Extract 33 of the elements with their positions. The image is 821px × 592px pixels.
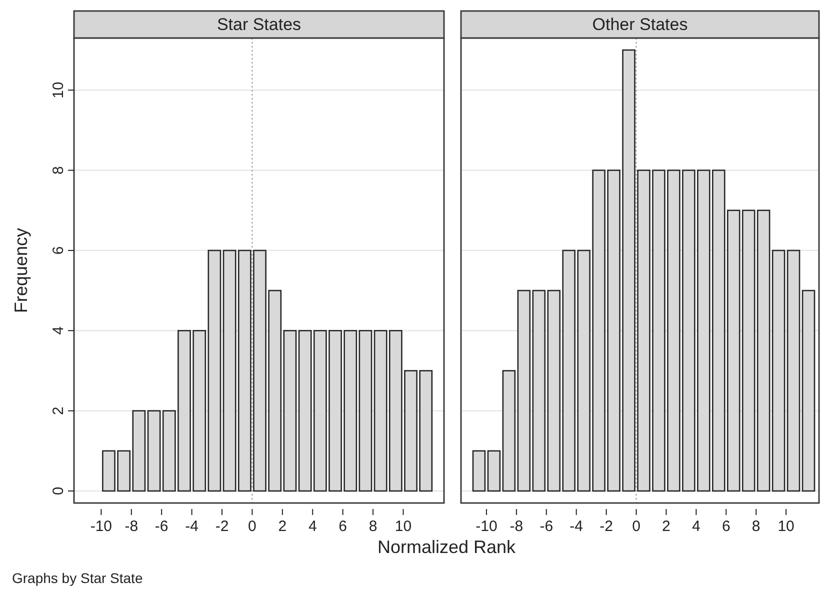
x-tick-label: 2 — [278, 518, 287, 535]
chart-title: Other States — [592, 15, 688, 34]
x-tick-label: -8 — [124, 518, 138, 535]
x-axis-title: Normalized Rank — [377, 537, 517, 557]
x-tick-label: 6 — [338, 518, 347, 535]
x-tick-label: -4 — [185, 518, 198, 535]
x-tick-label: -6 — [540, 518, 554, 535]
x-tick-label: 8 — [752, 518, 760, 535]
x-tick-label: 4 — [692, 518, 700, 535]
y-tick-label: 2 — [50, 406, 67, 415]
x-tick-label: 6 — [722, 518, 730, 535]
x-tick-label: 0 — [632, 518, 640, 535]
x-tick-label: -8 — [510, 518, 524, 535]
x-tick-label: -4 — [570, 518, 584, 535]
y-tick-label: 6 — [50, 246, 67, 255]
x-tick-label: -10 — [90, 518, 112, 535]
x-tick-label: 2 — [662, 518, 670, 535]
y-tick-label: 10 — [50, 82, 67, 98]
x-tick-label: 10 — [394, 518, 412, 535]
y-tick-label: 0 — [50, 486, 67, 496]
x-tick-label: -2 — [600, 518, 613, 535]
y-tick-label: 4 — [50, 326, 67, 335]
x-tick-label: 8 — [368, 518, 378, 535]
x-tick-label: -6 — [154, 518, 168, 535]
x-tick-label: -10 — [476, 518, 498, 535]
x-tick-label: 10 — [778, 518, 794, 535]
chart-title: Star States — [216, 15, 302, 34]
x-tick-label: 0 — [248, 518, 256, 535]
text: Graphs by Star State — [12, 570, 143, 586]
x-tick-label: -2 — [215, 518, 229, 535]
x-tick-label: 4 — [308, 518, 317, 535]
y-axis-title: Frequency — [11, 228, 31, 314]
y-tick-label: 8 — [50, 166, 67, 174]
